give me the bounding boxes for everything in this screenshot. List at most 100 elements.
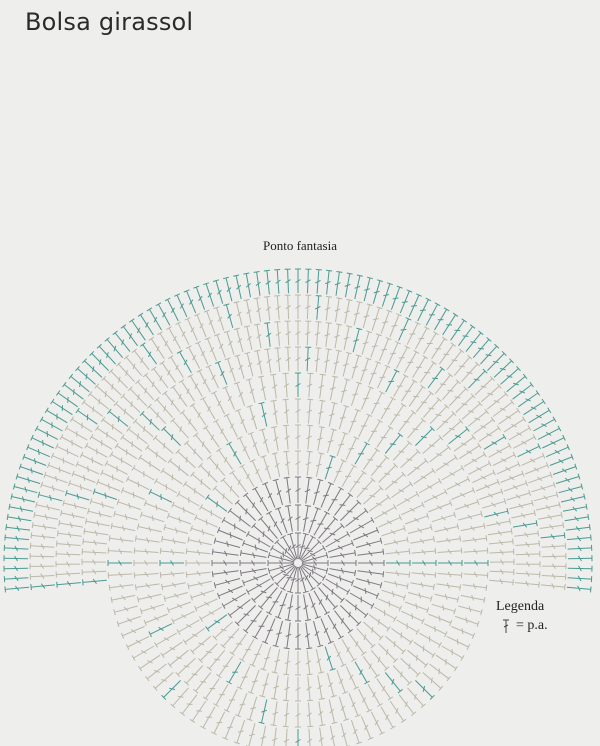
stitch-round-7 (350, 720, 363, 745)
stitch-fan-round-3 (101, 375, 122, 396)
stitch-round-2 (275, 507, 288, 534)
stitch-round-7 (306, 372, 314, 398)
stitch-fan-round-1 (205, 364, 219, 389)
stitch-round-6 (175, 657, 196, 678)
stitch-fan-round-2 (274, 321, 282, 346)
stitch-round-7 (222, 716, 235, 741)
stitch-round-6 (306, 398, 314, 424)
stitch-round-7 (245, 723, 256, 746)
stitch-round-7 (107, 571, 133, 579)
stitch-fan-round-1 (408, 384, 426, 407)
stitch-round-5 (190, 635, 212, 655)
stitch-round-2 (258, 516, 278, 539)
stitch-round-7 (460, 594, 486, 604)
stitch-round-7 (329, 375, 339, 401)
stitch-fan-round-4 (8, 503, 34, 512)
stitch-round-5 (354, 661, 370, 685)
stitch-round-7 (120, 487, 145, 500)
stitch-round-5 (236, 436, 251, 460)
stitch-fan-round-3 (480, 383, 502, 403)
stitch-round-7 (370, 390, 385, 415)
stitch-round-3 (313, 620, 324, 648)
stitch-fan-round-4 (4, 534, 30, 542)
stitch-round-7 (110, 594, 136, 604)
stitch-fan-round-3 (46, 462, 71, 475)
stitch-fan-round-4 (408, 293, 422, 318)
stitch-fan-round-1 (487, 528, 513, 536)
stitch-fan-round-3 (474, 375, 495, 396)
stitch-fan-round-4 (96, 343, 116, 365)
stitch-fan-round-3 (461, 361, 481, 383)
stitch-fan-round-4 (537, 425, 562, 440)
stitch-round-6 (348, 693, 361, 718)
stitch-fan-round-3 (40, 481, 65, 493)
stitch-fan-round-2 (512, 520, 538, 528)
stitch-fan-round-2 (515, 561, 541, 568)
stitch-round-4 (199, 504, 223, 520)
stitch-round-7 (463, 547, 489, 555)
stitch-fan-round-4 (3, 544, 29, 552)
stitch-round-5 (163, 592, 189, 602)
stitch-round-6 (428, 613, 453, 626)
stitch-round-5 (336, 431, 349, 457)
stitch-round-5 (362, 447, 380, 470)
stitch-round-6 (413, 641, 436, 659)
stitch-round-5 (396, 491, 420, 507)
stitch-round-5 (401, 610, 425, 625)
stitch-round-4 (356, 477, 376, 498)
stitch-fan-round-2 (324, 322, 332, 347)
stitch-round-4 (349, 470, 367, 493)
stitch-fan-round-3 (423, 331, 439, 355)
stitch-fan-round-2 (467, 408, 489, 427)
stitch-fan-round-4 (26, 444, 50, 458)
stitch-fan-round-3 (94, 383, 116, 403)
stitch-round-7 (389, 402, 407, 426)
stitch-fan-round-1 (488, 538, 514, 546)
stitch-round-4 (239, 638, 255, 662)
stitch-fan-round-1 (109, 451, 133, 467)
stitch-round-2 (318, 587, 338, 610)
stitch-round-6 (246, 404, 258, 430)
stitch-fan-round-2 (515, 550, 541, 558)
stitch-fan-round-1 (484, 508, 509, 518)
stitch-fan-round-1 (120, 434, 143, 452)
stitch-round-5 (391, 627, 414, 645)
stitch-round-2 (275, 592, 288, 619)
stitch-round-5 (384, 635, 406, 655)
stitch-round-6 (384, 672, 403, 694)
stitch-round-2 (308, 507, 321, 534)
stitch-round-7 (435, 654, 459, 672)
stitch-round-7 (271, 727, 278, 746)
stitch-fan-round-4 (222, 276, 233, 302)
stitch-round-4 (315, 648, 325, 674)
stitch-fan-round-3 (537, 511, 563, 520)
stitch-fan-round-3 (50, 452, 75, 466)
stitch-round-6 (367, 419, 383, 443)
stitch-round-6 (235, 408, 248, 433)
stitch-round-3 (349, 592, 375, 609)
stitch-round-5 (295, 677, 301, 702)
stitch-fan-round-3 (31, 522, 57, 530)
stitch-round-5 (336, 669, 349, 695)
stitch-fan-round-1 (146, 403, 167, 425)
stitch-fan-round-4 (253, 271, 261, 296)
stitch-fan-round-3 (314, 295, 322, 320)
stitch-fan-round-3 (87, 391, 110, 410)
stitch-round-1 (295, 567, 301, 594)
stitch-round-7 (429, 444, 451, 463)
stitch-round-5 (407, 592, 433, 602)
stitch-fan-round-4 (18, 463, 44, 475)
stitch-round-6 (134, 583, 160, 591)
stitch-round-1 (267, 560, 294, 566)
stitch-fan-round-1 (416, 390, 434, 413)
stitch-fan-round-3 (498, 407, 521, 425)
stitch-round-6 (438, 560, 463, 566)
stitch-round-5 (176, 491, 200, 507)
stitch-round-6 (328, 401, 338, 427)
stitch-fan-round-4 (425, 302, 441, 326)
stitch-round-5 (163, 524, 189, 534)
stitch-fan-round-2 (62, 499, 87, 510)
stitch-round-7 (116, 498, 141, 511)
stitch-round-7 (318, 373, 326, 399)
stitch-round-5 (161, 582, 186, 590)
